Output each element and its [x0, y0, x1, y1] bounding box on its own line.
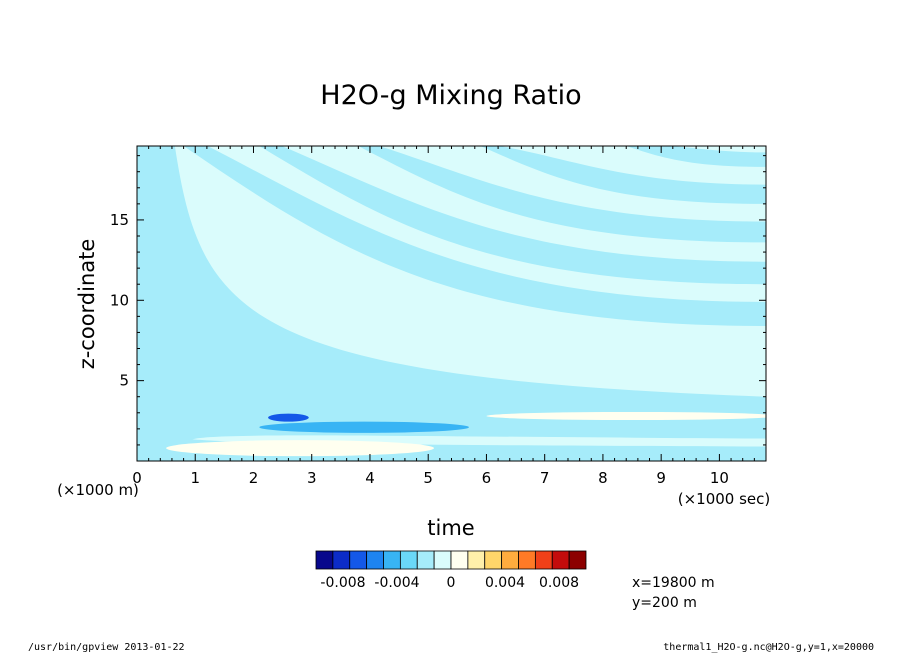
colorbar-swatch — [349, 550, 368, 570]
footer-left: /usr/bin/gpview 2013-01-22 — [28, 642, 185, 653]
field-band-3 — [358, 146, 766, 243]
colorbar-swatch — [416, 550, 435, 570]
y-axis-title: z-coordinate — [75, 239, 99, 370]
x-tick-label: 2 — [249, 469, 259, 487]
y-position-info: y=200 m — [632, 595, 697, 611]
x-tick-label: 1 — [190, 469, 200, 487]
colorbar-swatch — [366, 550, 384, 570]
field-feature-neg-streak — [259, 421, 469, 433]
x-unit-label: (×1000 sec) — [678, 490, 771, 508]
colorbar-swatch — [568, 550, 587, 570]
field-band-1 — [183, 146, 766, 326]
colorbar-swatch — [433, 550, 452, 570]
field-lower-zero — [192, 435, 766, 447]
field-feature-neg-blob — [268, 413, 309, 422]
y-tick-label: 15 — [110, 211, 129, 229]
x-tick-label: 6 — [482, 469, 492, 487]
colorbar-tick-label: -0.004 — [374, 575, 419, 591]
colorbar-swatch — [467, 550, 486, 570]
colorbar-tick-label: 0 — [447, 575, 456, 591]
colorbar-swatch — [450, 550, 469, 570]
colorbar-tick-label: 0.004 — [485, 575, 525, 591]
colorbar-swatch — [315, 550, 334, 570]
x-tick-label: 5 — [423, 469, 433, 487]
field-feature-pos-lens — [166, 440, 435, 457]
colorbar-tick-label: 0.008 — [539, 575, 579, 591]
colorbar-tick-label: -0.008 — [320, 575, 365, 591]
x-position-info: x=19800 m — [632, 575, 715, 591]
colorbar-swatch — [484, 550, 503, 570]
x-tick-label: 8 — [598, 469, 608, 487]
y-tick-label: 10 — [110, 291, 129, 309]
x-tick-label: 3 — [307, 469, 317, 487]
colorbar-swatch — [332, 550, 351, 570]
y-axis: 5 10 15 — [110, 155, 766, 462]
colorbar-swatch — [518, 550, 536, 570]
x-tick-label: 7 — [540, 469, 550, 487]
y-tick-label: 5 — [119, 372, 129, 390]
colorbar-swatch — [534, 550, 553, 570]
chart-title: H2O-g Mixing Ratio — [320, 80, 581, 111]
y-unit-label: (×1000 m) — [57, 481, 139, 499]
x-tick-label: 4 — [365, 469, 375, 487]
x-tick-label: 9 — [656, 469, 666, 487]
x-tick-label: 10 — [710, 469, 729, 487]
field-feature-pos-streak — [486, 411, 766, 421]
colorbar-swatch — [399, 550, 418, 570]
colorbar-swatch — [551, 550, 570, 570]
field-band-4 — [480, 146, 766, 204]
x-tick-label: 0 — [132, 469, 142, 487]
plot-area — [137, 146, 766, 461]
field-band-2 — [259, 146, 766, 285]
x-axis: 0 1 2 3 4 5 6 7 8 9 10 — [132, 146, 767, 487]
colorbar-labels: -0.008 -0.004 0 0.004 0.008 — [320, 575, 579, 591]
footer-right: thermal1_H2O-g.nc@H2O-g,y=1,x=20000 — [663, 642, 874, 653]
colorbar-swatch — [501, 550, 519, 570]
x-axis-title: time — [427, 516, 474, 540]
colorbar — [315, 550, 587, 570]
colorbar-swatch — [383, 550, 401, 570]
